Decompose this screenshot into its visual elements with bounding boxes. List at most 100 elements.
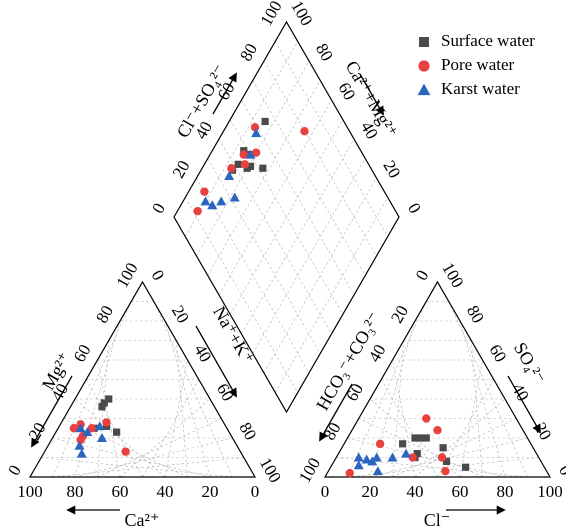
cation-point-triangle <box>74 440 85 450</box>
cation-bottom-tick: 60 <box>112 482 129 501</box>
mg-axis-arrow <box>31 375 73 448</box>
diamond-grid-line <box>274 197 389 393</box>
anion-right-tick: 60 <box>485 341 510 365</box>
cation-right-tick: 20 <box>168 302 193 326</box>
anion-triangle <box>323 280 552 478</box>
so4-axis-arrow <box>507 375 541 434</box>
cation-grid-line <box>74 437 233 478</box>
diamond-right-tick: 20 <box>379 157 404 181</box>
anion-left-tick: 80 <box>320 419 345 443</box>
anion-bottom-tick: 0 <box>321 482 330 501</box>
diamond-point-circle <box>193 206 202 216</box>
diamond-left-tick: 100 <box>257 0 286 29</box>
cation-left-tick: 0 <box>4 462 25 479</box>
anion-point-square <box>415 434 424 442</box>
anion-point-triangle <box>353 460 364 470</box>
cation-point-triangle <box>82 427 93 437</box>
diamond-point-square <box>259 164 267 172</box>
diamond-point-triangle <box>200 196 211 206</box>
anion-point-circle <box>437 453 447 462</box>
diamond-point-square <box>261 117 269 126</box>
diamond-point-triangle <box>245 149 256 159</box>
cation-right-tick: 80 <box>235 419 260 443</box>
cation-right-tick: 0 <box>148 267 169 284</box>
legend-label: Pore water <box>441 55 515 74</box>
cation-point-triangle <box>75 423 86 433</box>
diamond-point-circle <box>200 187 209 196</box>
anion-bottom-tick: 20 <box>362 482 379 501</box>
data-points-layer <box>69 117 470 478</box>
anion-grid-line <box>470 340 483 478</box>
cation-point-triangle <box>76 448 87 458</box>
anion-bottom-tick: 40 <box>407 482 424 501</box>
anion-point-triangle <box>361 454 372 464</box>
diamond-point-triangle <box>216 196 227 206</box>
diamond-point-circle <box>240 160 250 169</box>
diamond-point-triangle <box>229 192 240 202</box>
diamond-left-tick: 80 <box>236 40 261 64</box>
diamond-point-square <box>243 164 251 172</box>
anion-point-circle <box>441 466 450 476</box>
diamond-right-tick: 80 <box>312 40 337 64</box>
cation-point-triangle <box>94 421 105 431</box>
anion-left-tick: 0 <box>412 267 433 284</box>
diamond-point-circle <box>227 164 236 173</box>
anion-point-triangle <box>372 466 383 476</box>
ca-mg-axis-arrow <box>359 73 384 116</box>
anion-grid-line <box>347 437 506 478</box>
diamond-point-circle <box>239 150 248 159</box>
cl-axis-label: Cl⁻ <box>424 510 451 530</box>
anion-left-tick: 20 <box>387 302 412 326</box>
grid-layer <box>41 41 539 478</box>
anion-point-square <box>462 463 470 471</box>
cation-point-square <box>113 428 121 436</box>
diamond-point-triangle <box>251 128 262 138</box>
diamond-right-tick: 0 <box>404 200 425 217</box>
diamond-right-tick: 100 <box>287 0 316 29</box>
cation-point-square <box>100 399 108 407</box>
anion-point-triangle <box>387 452 398 462</box>
cation-point-triangle <box>97 433 107 442</box>
diamond-frame <box>173 20 400 414</box>
anion-point-square <box>413 450 421 458</box>
anion-bottom-tick: 100 <box>537 482 563 501</box>
cation-point-circle <box>87 424 97 433</box>
hco3-axis-arrow <box>319 383 353 442</box>
anion-point-square <box>399 440 407 448</box>
anion-point-triangle <box>371 452 382 462</box>
diamond-point-triangle <box>224 171 235 181</box>
diamond-point-circle <box>300 127 309 136</box>
cation-triangle <box>28 280 257 478</box>
cation-left-tick: 80 <box>92 302 117 326</box>
anion-point-square <box>442 457 451 465</box>
cl-so4-axis-arrow <box>212 72 237 115</box>
anion-grid-line <box>380 379 438 478</box>
legend-marker-circle <box>418 60 430 72</box>
cation-bottom-tick: 80 <box>67 482 84 501</box>
legend-label: Karst water <box>441 79 520 98</box>
cation-grid-line <box>97 418 222 478</box>
anion-grid-line <box>437 379 495 478</box>
cation-left-tick: 100 <box>113 259 142 291</box>
anion-point-square <box>422 434 430 442</box>
legend: Surface water Pore water Karst water <box>417 31 535 98</box>
diamond-grid-line <box>252 158 366 354</box>
anion-right-tick: 100 <box>438 259 467 291</box>
cation-left-tick: 60 <box>70 341 95 365</box>
nak-axis-label: Na⁺+K⁺ <box>209 303 258 368</box>
diamond-left-tick: 0 <box>148 200 169 217</box>
cation-point-circle <box>69 424 79 433</box>
diamond-point-square <box>234 160 242 168</box>
legend-label: Surface water <box>441 31 535 50</box>
diamond-grid-line <box>252 80 366 276</box>
anion-point-square <box>439 444 447 452</box>
anion-point-triangle <box>353 452 364 462</box>
cation-point-square <box>105 395 113 403</box>
anion-bottom-tick: 80 <box>497 482 514 501</box>
cation-bottom-tick: 100 <box>17 482 43 501</box>
cation-point-circle <box>121 447 130 456</box>
cation-bottom-tick: 0 <box>251 482 260 501</box>
anion-point-square <box>411 434 419 442</box>
cation-point-square <box>98 403 106 411</box>
